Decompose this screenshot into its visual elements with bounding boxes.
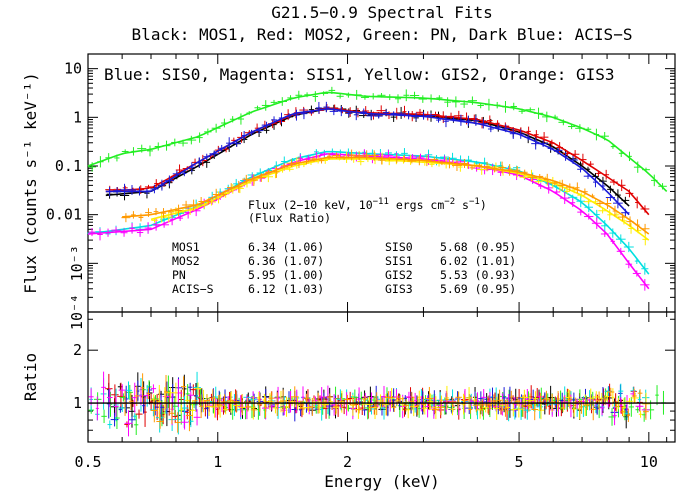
chart-subtitle: Black: MOS1, Red: MOS2, Green: PN, Dark … — [132, 25, 633, 44]
ratio-tick-label: 1 — [73, 394, 82, 412]
flux-row-label: GIS3 — [385, 282, 413, 296]
ratio-series-group — [88, 371, 675, 437]
flux-table-subheader: (Flux Ratio) — [248, 211, 331, 225]
flux-row-value: 5.68 (0.95) — [440, 240, 516, 254]
x-tick-label: 0.5 — [74, 453, 101, 471]
ratio-plot-frame — [87, 311, 676, 443]
flux-table-header: Flux (2−10 keV, 10−11 ergs cm−2 s−1) — [248, 197, 487, 212]
chart-title: G21.5−0.9 Spectral Fits — [271, 3, 493, 22]
flux-row-label: SIS1 — [385, 254, 413, 268]
series-pn — [87, 86, 668, 192]
flux-row-value: 5.53 (0.93) — [440, 268, 516, 282]
y-tick-label: 10 — [64, 60, 82, 78]
y-axis-label-ratio: Ratio — [21, 353, 40, 401]
y-tick-label: 1 — [73, 108, 82, 126]
flux-row-value: 6.12 (1.03) — [248, 282, 324, 296]
flux-row-label: GIS2 — [385, 268, 413, 282]
spectrum-series-group — [87, 86, 668, 291]
flux-row-value: 5.95 (1.00) — [248, 268, 324, 282]
ratio-tick-label: 2 — [73, 341, 82, 359]
flux-row-label: SIS0 — [385, 240, 413, 254]
ratio-panel: 1 2 Ratio — [21, 311, 676, 443]
flux-table: Flux (2−10 keV, 10−11 ergs cm−2 s−1) (Fl… — [172, 197, 516, 296]
flux-row-value: 6.02 (1.01) — [440, 254, 516, 268]
flux-row-label: MOS1 — [172, 240, 200, 254]
flux-row-label: MOS2 — [172, 254, 200, 268]
x-tick-label: 10 — [640, 453, 658, 471]
flux-row-value: 6.36 (1.07) — [248, 254, 324, 268]
x-tick-label: 2 — [343, 453, 352, 471]
model-curve — [122, 156, 650, 235]
x-axis-tick-labels: 0.5 1 2 5 10 — [74, 453, 657, 471]
y-tick-label: 0.1 — [55, 157, 82, 175]
y-tick-label: 10⁻⁴ — [68, 294, 86, 330]
instrument-color-annotation: Blue: SIS0, Magenta: SIS1, Yellow: GIS2,… — [104, 65, 615, 84]
x-tick-label: 1 — [213, 453, 222, 471]
series-gis3 — [121, 149, 650, 235]
flux-row-value: 5.69 (0.95) — [440, 282, 516, 296]
flux-row-value: 6.34 (1.06) — [248, 240, 324, 254]
ratio-series-gis3 — [122, 373, 649, 433]
ratio-series-sis1 — [88, 371, 650, 437]
model-curve — [87, 150, 650, 275]
model-curve — [105, 107, 630, 216]
flux-row-label: ACIS−S — [172, 282, 214, 296]
flux-row-label: PN — [172, 268, 186, 282]
spectrum-panel: 10⁻⁴ 10⁻³ 0.01 0.1 1 10 Blue: SIS0, Magenta: … — [21, 53, 676, 330]
series-acis-s — [105, 101, 630, 217]
x-axis-label: Energy (keV) — [324, 472, 440, 491]
y-axis-label-flux: Flux (counts s⁻¹ keV⁻¹) — [21, 72, 40, 294]
y-tick-label: 0.01 — [46, 206, 82, 224]
x-tick-label: 5 — [515, 453, 524, 471]
y-tick-label: 10⁻³ — [68, 245, 86, 281]
